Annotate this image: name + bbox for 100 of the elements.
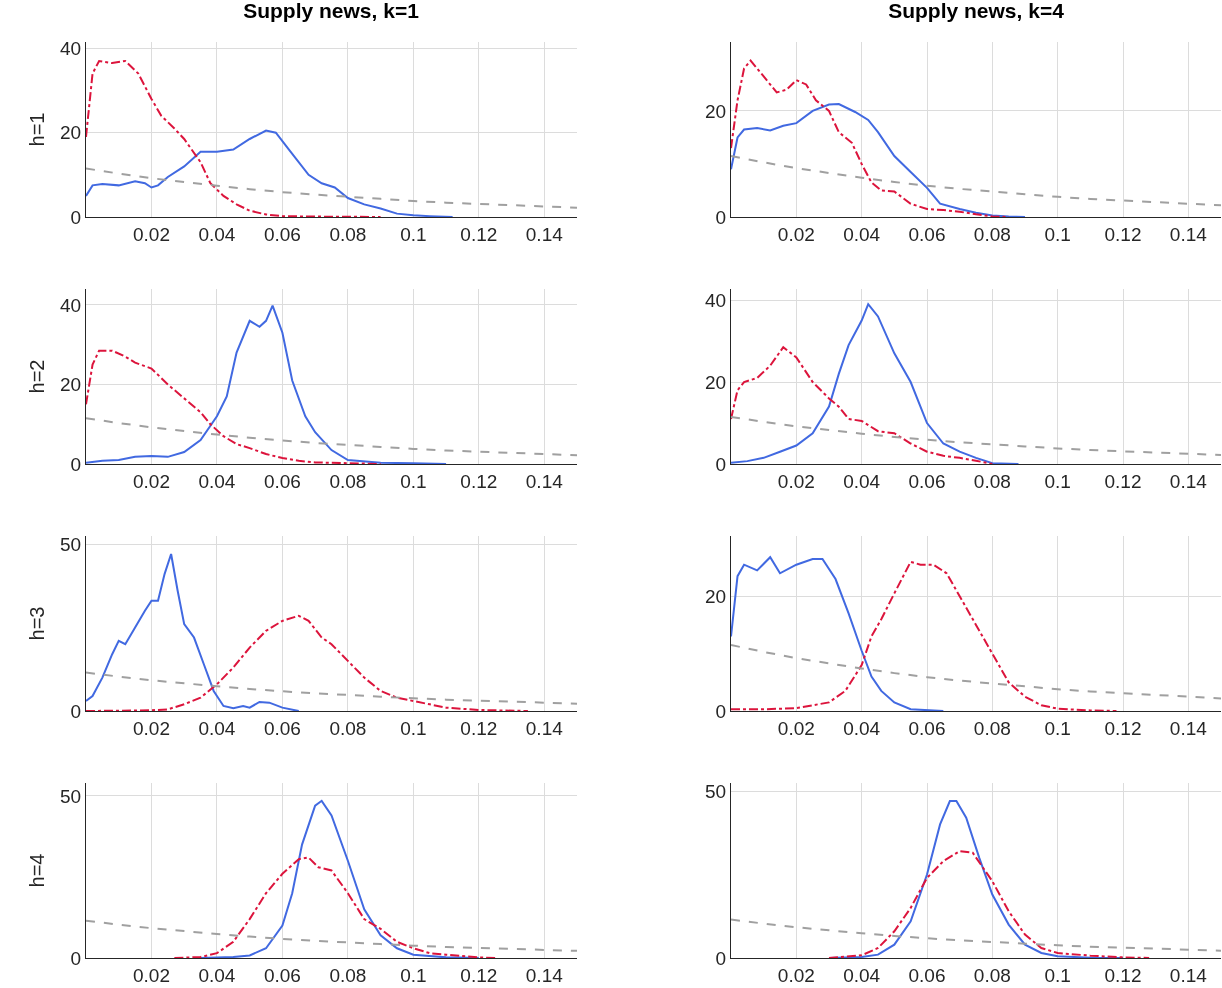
x-tick-label: 0.08 — [973, 470, 1011, 492]
line-series — [731, 103, 1026, 217]
x-tick-label: 0.06 — [908, 470, 946, 492]
x-tick-label: 0.12 — [460, 964, 498, 986]
x-tick-label: 0.04 — [843, 223, 881, 245]
x-tick-label: 0.14 — [525, 964, 564, 986]
y-tick-label: 0 — [70, 700, 82, 722]
x-tick-label: 0.12 — [1104, 964, 1142, 986]
y-tick-label: 0 — [70, 206, 82, 228]
y-tick-label: 40 — [60, 37, 82, 59]
x-tick-label: 0.04 — [198, 964, 236, 986]
x-tick-label: 0.02 — [132, 717, 170, 739]
y-tick-label: 40 — [705, 289, 727, 311]
line-series — [86, 59, 382, 217]
x-tick-label: 0.12 — [1104, 470, 1142, 492]
x-tick-label: 0.02 — [777, 964, 815, 986]
x-tick-label: 0.14 — [525, 223, 564, 245]
x-tick-label: 0.02 — [777, 717, 815, 739]
x-tick-label: 0.06 — [908, 223, 946, 245]
x-tick-label: 0.06 — [263, 223, 301, 245]
y-axis-title: h=2 — [25, 359, 48, 394]
y-tick-label: 0 — [715, 700, 727, 722]
x-tick-label: 0.14 — [1169, 717, 1208, 739]
line-series — [731, 346, 994, 464]
line-series — [86, 553, 300, 711]
x-tick-label: 0.12 — [1104, 223, 1142, 245]
line-series — [86, 349, 382, 464]
line-series — [828, 850, 1151, 958]
x-tick-label: 0.06 — [263, 717, 301, 739]
x-tick-label: 0.1 — [1044, 470, 1071, 492]
x-tick-label: 0.08 — [973, 223, 1011, 245]
line-series — [199, 799, 480, 958]
line-series — [731, 560, 1118, 711]
x-tick-label: 0.14 — [1169, 964, 1208, 986]
line-series — [731, 155, 1221, 207]
line-series — [731, 918, 1221, 952]
line-series — [86, 614, 529, 711]
line-series — [86, 304, 448, 464]
x-tick-label: 0.02 — [777, 223, 815, 245]
line-series — [731, 303, 1020, 464]
y-tick-label: 0 — [715, 947, 727, 969]
x-tick-label: 0.02 — [132, 964, 170, 986]
y-axis-title: h=4 — [25, 853, 48, 888]
line-series — [86, 671, 577, 705]
line-series — [86, 129, 454, 217]
x-tick-label: 0.14 — [525, 717, 564, 739]
y-axis-title: h=1 — [25, 112, 48, 147]
x-tick-label: 0.06 — [263, 470, 301, 492]
y-tick-label: 0 — [70, 453, 82, 475]
x-tick-label: 0.04 — [843, 717, 881, 739]
x-tick-label: 0.1 — [400, 964, 427, 986]
x-tick-label: 0.04 — [843, 470, 881, 492]
line-series — [86, 919, 577, 952]
x-tick-label: 0.04 — [198, 717, 236, 739]
x-tick-label: 0.12 — [460, 717, 498, 739]
chart-title: Supply news, k=4 — [888, 0, 1065, 23]
y-tick-label: 0 — [70, 947, 82, 969]
x-tick-label: 0.08 — [973, 964, 1011, 986]
y-tick-label: 20 — [60, 374, 82, 396]
y-tick-label: 20 — [705, 100, 727, 122]
x-tick-label: 0.06 — [908, 964, 946, 986]
x-tick-label: 0.08 — [329, 223, 367, 245]
x-tick-label: 0.14 — [1169, 223, 1208, 245]
y-tick-label: 20 — [705, 371, 727, 393]
x-tick-label: 0.1 — [1044, 223, 1071, 245]
x-tick-label: 0.04 — [198, 470, 236, 492]
line-series — [731, 644, 1221, 700]
x-tick-label: 0.14 — [525, 470, 564, 492]
y-tick-label: 20 — [60, 122, 82, 144]
x-tick-label: 0.02 — [132, 223, 170, 245]
x-tick-label: 0.1 — [400, 223, 427, 245]
chart-title: Supply news, k=1 — [243, 0, 420, 23]
x-tick-label: 0.1 — [400, 470, 427, 492]
x-tick-label: 0.04 — [198, 223, 236, 245]
x-tick-label: 0.08 — [973, 717, 1011, 739]
line-series — [731, 556, 945, 711]
x-tick-label: 0.06 — [908, 717, 946, 739]
y-tick-label: 50 — [705, 780, 727, 802]
y-axis-title: h=3 — [25, 606, 48, 641]
x-tick-label: 0.06 — [263, 964, 301, 986]
line-series — [731, 415, 1221, 456]
x-tick-label: 0.12 — [460, 470, 498, 492]
y-tick-label: 0 — [715, 453, 727, 475]
line-series — [173, 856, 497, 958]
x-tick-label: 0.08 — [329, 470, 367, 492]
y-tick-label: 20 — [705, 585, 727, 607]
x-tick-label: 0.1 — [400, 717, 427, 739]
y-tick-label: 50 — [60, 785, 82, 807]
x-tick-label: 0.1 — [1044, 717, 1071, 739]
x-tick-label: 0.04 — [843, 964, 881, 986]
x-tick-label: 0.02 — [132, 470, 170, 492]
line-series — [86, 167, 577, 209]
x-tick-label: 0.02 — [777, 470, 815, 492]
x-tick-label: 0.12 — [1104, 717, 1142, 739]
x-tick-label: 0.08 — [329, 964, 367, 986]
y-tick-label: 50 — [60, 533, 82, 555]
x-tick-label: 0.12 — [460, 223, 498, 245]
x-tick-label: 0.14 — [1169, 470, 1208, 492]
line-series — [86, 417, 577, 457]
x-tick-label: 0.1 — [1044, 964, 1071, 986]
